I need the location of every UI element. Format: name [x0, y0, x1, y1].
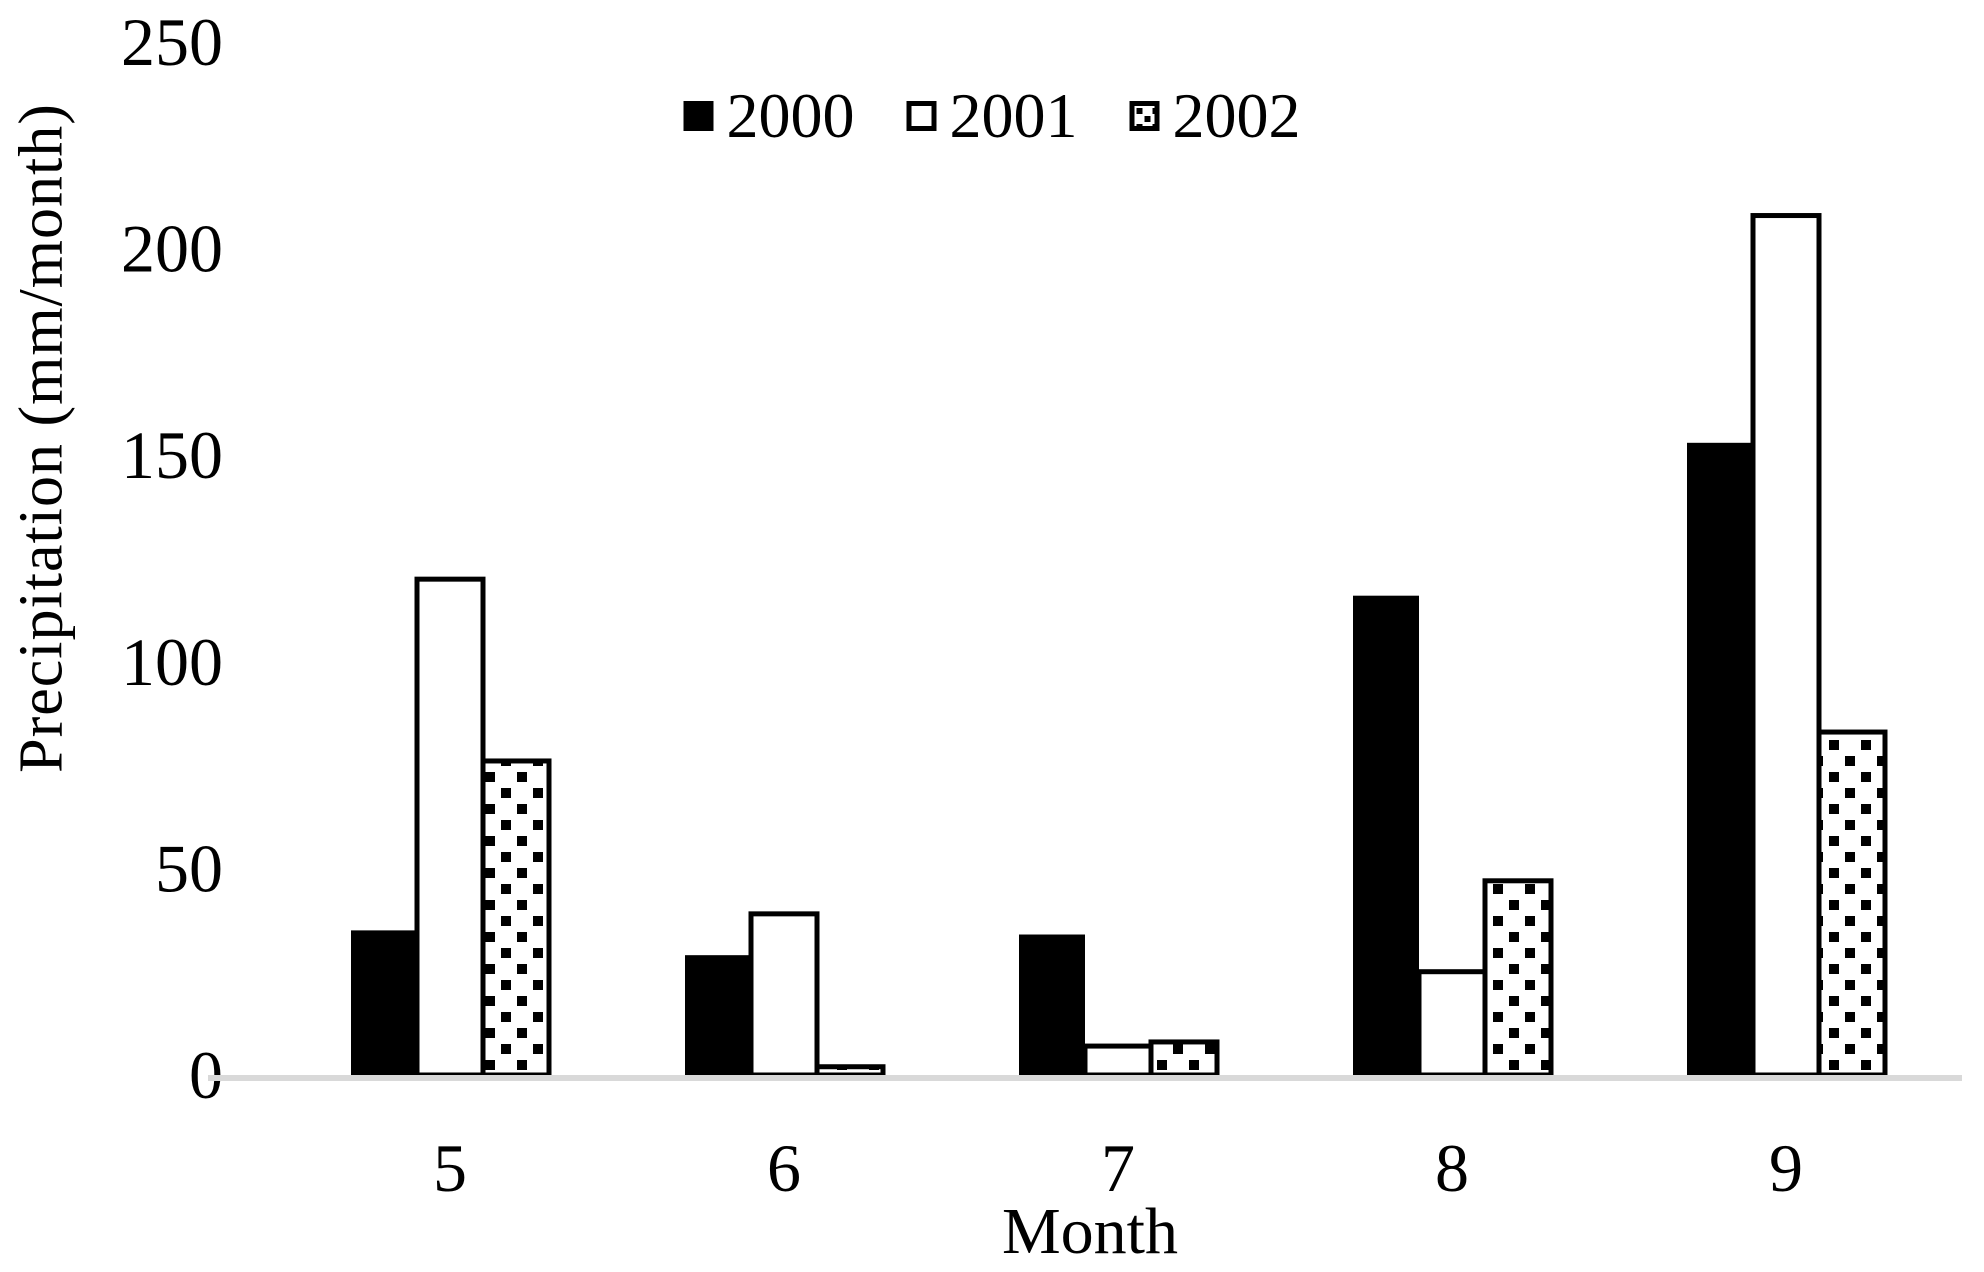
bar-2000-month-5 [351, 930, 417, 1075]
x-tick-label: 7 [1101, 1130, 1135, 1206]
bar-2000-month-9 [1687, 442, 1753, 1076]
bar-2002-month-6 [814, 1064, 886, 1078]
legend-label-2002: 2002 [1172, 80, 1301, 151]
x-tick-label: 5 [433, 1130, 467, 1206]
x-tick-label: 9 [1769, 1130, 1803, 1206]
legend-item-2000: 2000 [683, 80, 855, 151]
legend: 2000 2001 2002 [683, 80, 1301, 151]
y-tick-label: 200 [121, 211, 223, 287]
bar-2002-month-8 [1482, 878, 1554, 1078]
legend-item-2001: 2001 [906, 80, 1078, 151]
x-tick-label: 6 [767, 1130, 801, 1206]
y-tick-label: 50 [155, 830, 223, 906]
bar-2002-month-9 [1816, 729, 1888, 1078]
bar-2000-month-8 [1353, 595, 1419, 1075]
y-tick-label: 250 [121, 4, 223, 80]
legend-label-2001: 2001 [949, 80, 1078, 151]
legend-item-2002: 2002 [1129, 80, 1301, 151]
legend-marker-dotted-icon [1129, 101, 1160, 131]
bar-2002-month-7 [1148, 1039, 1220, 1078]
legend-marker-solid-icon [683, 101, 714, 131]
y-tick-label: 150 [121, 417, 223, 493]
bar-2001-month-7 [1082, 1043, 1154, 1078]
bar-2002-month-5 [480, 758, 552, 1078]
bar-2001-month-5 [414, 576, 486, 1078]
bar-2001-month-9 [1750, 213, 1822, 1078]
y-tick-label: 100 [121, 624, 223, 700]
bar-2001-month-8 [1416, 969, 1488, 1078]
bar-2000-month-7 [1019, 934, 1085, 1075]
legend-marker-outlined-icon [906, 101, 937, 131]
x-tick-label: 8 [1435, 1130, 1469, 1206]
x-axis-line [208, 1075, 1962, 1081]
x-axis-title: Month [1001, 1195, 1179, 1268]
legend-label-2000: 2000 [726, 80, 855, 151]
bar-2001-month-6 [748, 911, 820, 1078]
bar-2000-month-6 [685, 955, 751, 1075]
